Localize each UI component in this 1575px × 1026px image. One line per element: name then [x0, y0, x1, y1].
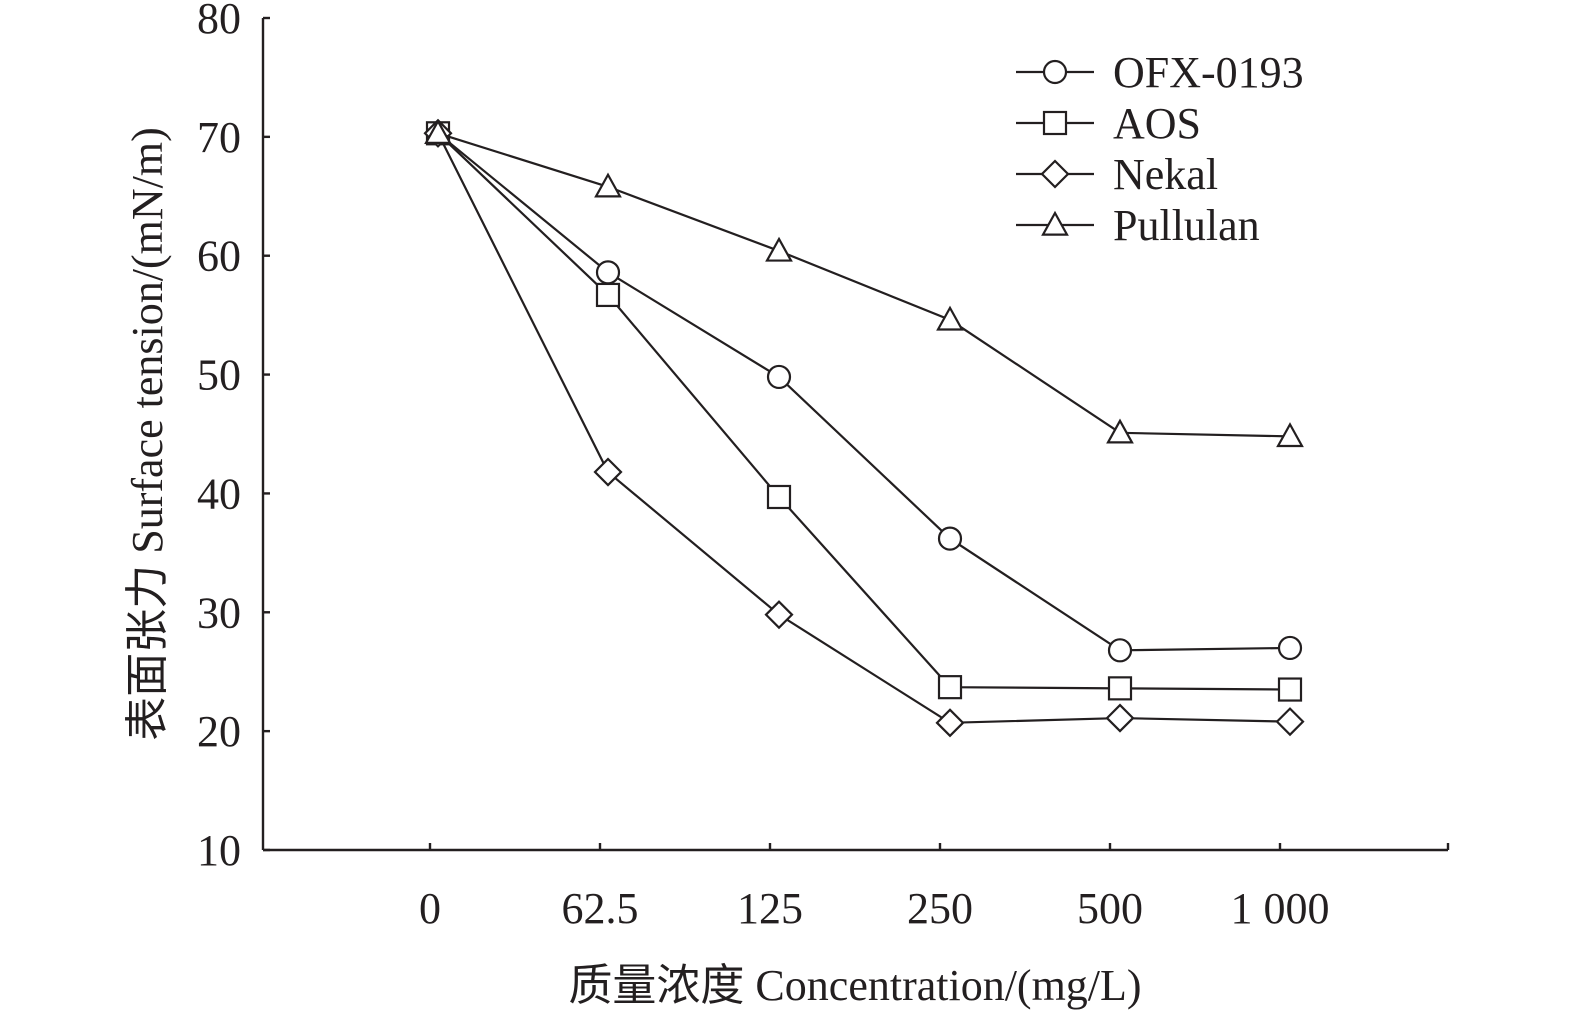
point-ofx-0193-marker — [595, 260, 621, 285]
point-nekal-marker — [764, 600, 794, 630]
legend-item-ofx-0193: OFX-0193 — [1016, 48, 1304, 97]
point-ofx-0193-marker — [1107, 638, 1133, 663]
point-aos-marker — [937, 675, 963, 700]
y-tick-label: 50 — [197, 351, 241, 400]
y-tick-label: 80 — [197, 0, 241, 43]
series-layer — [423, 118, 1305, 738]
legend-item-pullulan: Pullulan — [1016, 201, 1260, 250]
y-tick-label: 60 — [197, 232, 241, 281]
legend-nekal-marker — [1040, 159, 1070, 189]
point-nekal-marker — [935, 708, 965, 738]
legend-aos-marker — [1042, 110, 1068, 136]
legend-pullulan-marker — [1041, 210, 1069, 236]
series-pullulan — [424, 119, 1304, 448]
legend-label: Pullulan — [1113, 201, 1260, 250]
point-aos-marker — [1277, 677, 1303, 702]
series-line-aos — [437, 132, 1291, 691]
legend-label: Nekal — [1113, 150, 1218, 199]
point-pullulan-marker — [1106, 418, 1134, 444]
y-tick-label: 70 — [197, 113, 241, 162]
y-tick-label: 30 — [197, 588, 241, 637]
point-pullulan-marker — [936, 305, 964, 331]
y-tick-label: 20 — [197, 707, 241, 756]
point-aos-marker — [1107, 676, 1133, 701]
point-nekal-marker — [1105, 703, 1135, 733]
legend-ofx-0193-marker — [1042, 59, 1068, 85]
x-axis-ticks: 0 62.5 125 250 500 1 000 — [419, 843, 1450, 933]
point-pullulan-marker — [594, 172, 622, 198]
axes — [261, 18, 1448, 852]
series-line-pullulan — [437, 132, 1291, 438]
y-tick-label: 40 — [197, 469, 241, 518]
point-nekal-marker — [593, 457, 623, 487]
point-aos-marker — [766, 484, 792, 510]
x-tick-label: 250 — [907, 884, 973, 933]
point-pullulan-marker — [1276, 422, 1304, 448]
y-tick-label: 10 — [197, 826, 241, 875]
series-line-nekal — [437, 132, 1291, 724]
x-axis-label: 质量浓度 Concentration/(mg/L) — [568, 961, 1141, 1010]
y-axis-ticks: 10 20 30 40 50 60 70 80 — [197, 0, 270, 875]
legend-label: OFX-0193 — [1113, 48, 1304, 97]
point-aos-marker — [595, 282, 621, 308]
legend-item-nekal: Nekal — [1016, 150, 1218, 199]
x-tick-label: 1 000 — [1231, 884, 1330, 933]
series-line-ofx-0193 — [437, 132, 1291, 652]
point-pullulan-marker — [765, 236, 793, 262]
point-pullulan-marker — [424, 119, 452, 144]
x-tick-label: 500 — [1077, 884, 1143, 933]
point-ofx-0193-marker — [937, 526, 963, 551]
point-ofx-0193-marker — [1277, 635, 1303, 661]
point-nekal-marker — [1275, 707, 1305, 737]
point-ofx-0193-marker — [766, 364, 792, 390]
y-axis-label: 表面张力 Surface tension/(mN/m) — [123, 127, 172, 740]
x-tick-label: 62.5 — [562, 884, 639, 933]
legend-label: AOS — [1113, 99, 1201, 148]
x-tick-label: 0 — [419, 884, 441, 933]
legend-item-aos: AOS — [1016, 99, 1201, 148]
x-tick-label: 125 — [737, 884, 803, 933]
